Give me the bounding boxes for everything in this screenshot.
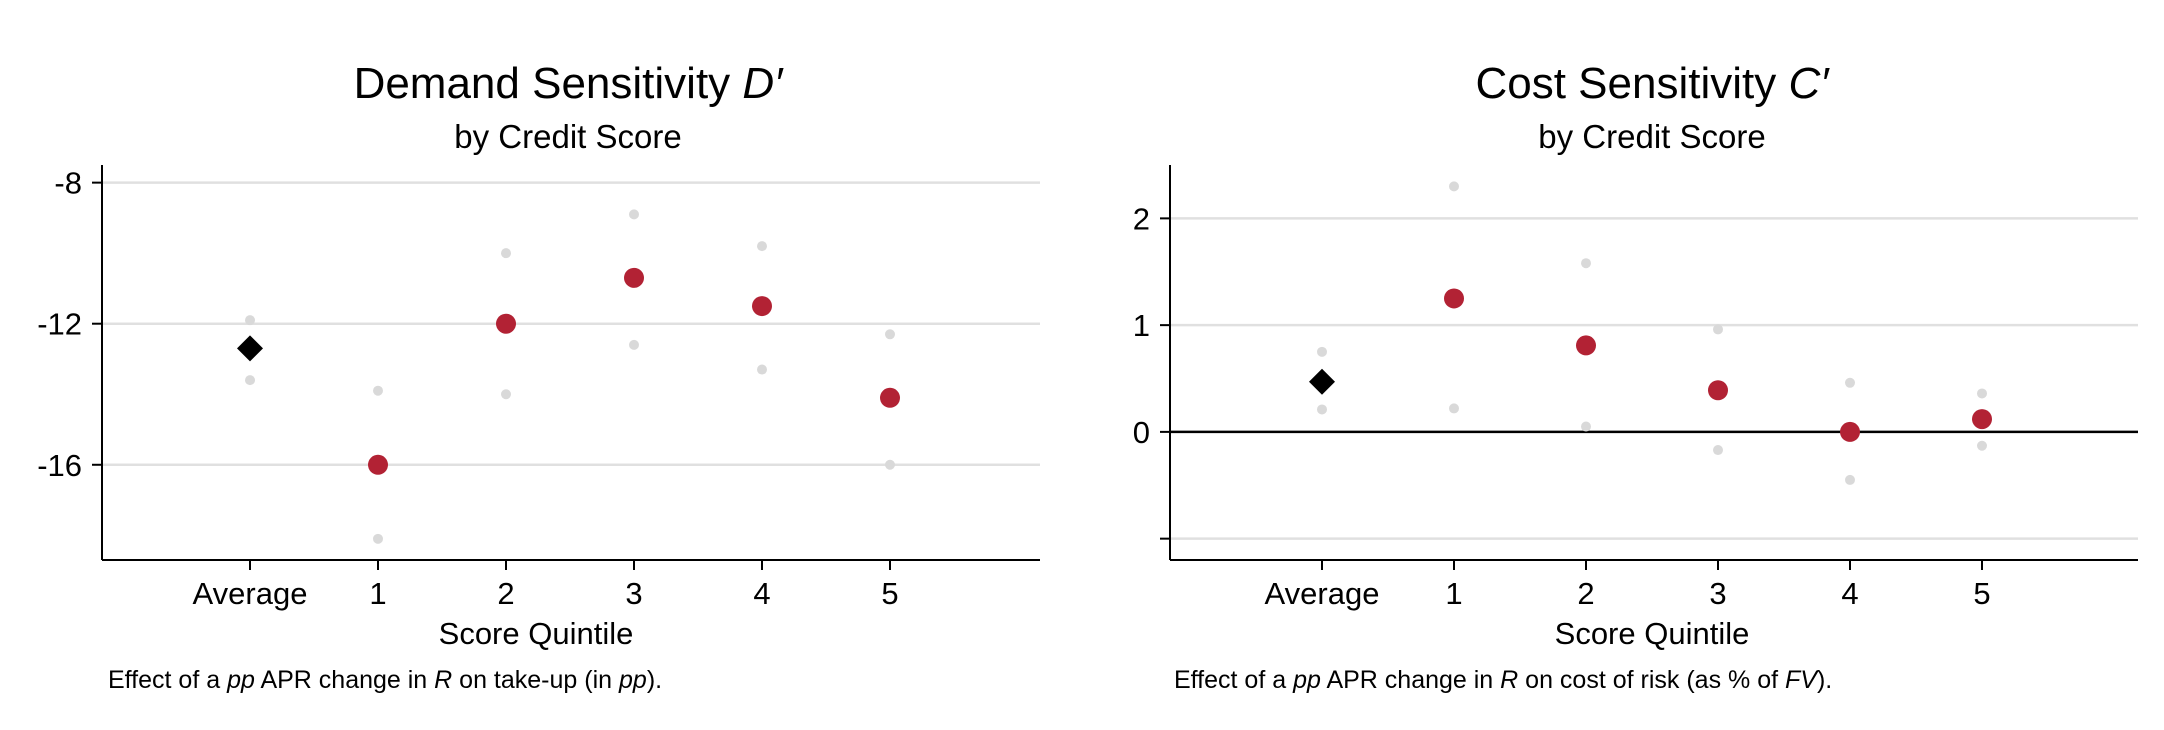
ci-upper-point xyxy=(1977,388,1987,399)
x-axis-label: Score Quintile xyxy=(1555,616,1750,651)
quintile-estimate-marker xyxy=(1444,288,1464,309)
ci-upper-point xyxy=(245,315,255,326)
chart-title-text: Demand Sensitivity xyxy=(354,59,731,108)
quintile-estimate-marker xyxy=(1576,335,1596,356)
chart-title-symbol: C′ xyxy=(1788,59,1830,108)
quintile-estimate-marker xyxy=(368,454,388,475)
ci-upper-point xyxy=(1845,377,1855,388)
y-tick-label: -16 xyxy=(37,448,82,483)
ci-lower-point xyxy=(629,339,639,350)
x-ticks: Average 1 2 3 4 5 xyxy=(1265,560,1991,611)
quintile-estimate-marker xyxy=(1840,421,1860,442)
y-tick-label: 0 xyxy=(1133,415,1150,450)
chart-subtitle: by Credit Score xyxy=(454,118,681,155)
ci-lower-point xyxy=(1713,445,1723,456)
x-tick-label: Average xyxy=(193,576,308,611)
ci-lower-point xyxy=(1317,404,1327,415)
x-tick-label: 4 xyxy=(753,576,770,611)
ci-upper-point xyxy=(757,241,767,252)
ci-lower-point xyxy=(1977,440,1987,451)
x-tick-label: 5 xyxy=(1973,576,1990,611)
x-tick-label: 1 xyxy=(1445,576,1462,611)
quintile-estimate-marker xyxy=(1972,409,1992,430)
ci-upper-point xyxy=(1317,346,1327,357)
x-tick-label: 4 xyxy=(1841,576,1858,611)
x-ticks: Average 1 2 3 4 5 xyxy=(193,560,899,611)
ci-upper-point xyxy=(501,248,511,259)
ci-upper-point xyxy=(1449,181,1459,192)
grid-lines xyxy=(1170,217,2138,540)
chart-title: Demand Sensitivity D′ xyxy=(354,59,785,108)
chart-note: Effect of a pp APR change in R on take-u… xyxy=(108,666,662,694)
chart-title: Cost Sensitivity C′ xyxy=(1475,59,1830,108)
y-ticks: 2 1 0 xyxy=(1133,201,1170,540)
y-ticks: -8 -12 -16 xyxy=(37,166,102,483)
quintile-estimate-marker xyxy=(496,313,516,334)
ci-lower-point xyxy=(245,375,255,386)
ci-lower-point xyxy=(373,533,383,544)
quintile-estimate-marker xyxy=(752,296,772,317)
estimate-markers xyxy=(1309,288,1992,442)
ci-upper-point xyxy=(629,209,639,220)
x-axis-label: Score Quintile xyxy=(439,616,634,651)
y-tick-label: 1 xyxy=(1133,308,1150,343)
ci-lower-point xyxy=(1581,421,1591,432)
estimate-markers xyxy=(237,267,900,475)
grid-lines xyxy=(102,181,1040,467)
ci-upper-point xyxy=(885,329,895,340)
y-tick-label: -12 xyxy=(37,307,82,342)
x-tick-label: 3 xyxy=(625,576,642,611)
demand-panel: Demand Sensitivity D′ by Credit Score -8… xyxy=(37,59,1040,694)
ci-upper-point xyxy=(1713,324,1723,335)
quintile-estimate-marker xyxy=(1708,380,1728,401)
ci-upper-point xyxy=(1581,258,1591,269)
y-tick-label: -8 xyxy=(54,166,82,201)
ci-lower-point xyxy=(501,389,511,400)
x-tick-label: 2 xyxy=(497,576,514,611)
y-tick-label: 2 xyxy=(1133,201,1150,236)
ci-lower-point xyxy=(757,364,767,375)
ci-upper-point xyxy=(373,385,383,396)
quintile-estimate-marker xyxy=(624,267,644,288)
average-estimate-marker xyxy=(1309,368,1335,395)
ci-lower-point xyxy=(1449,403,1459,414)
ci-lower-point xyxy=(1845,474,1855,485)
chart-title-text: Cost Sensitivity xyxy=(1475,59,1776,108)
cost-panel: Cost Sensitivity C′ by Credit Score 210 … xyxy=(1133,59,2138,694)
chart-title-symbol: D′ xyxy=(742,59,784,108)
x-tick-label: 5 xyxy=(881,576,898,611)
x-tick-label: 3 xyxy=(1709,576,1726,611)
ci-markers xyxy=(245,209,895,544)
ci-markers xyxy=(1317,181,1987,485)
ci-lower-point xyxy=(885,459,895,470)
x-tick-label: 1 xyxy=(369,576,386,611)
quintile-estimate-marker xyxy=(880,387,900,408)
x-tick-label: Average xyxy=(1265,576,1380,611)
average-estimate-marker xyxy=(237,335,263,362)
chart-subtitle: by Credit Score xyxy=(1538,118,1765,155)
x-tick-label: 2 xyxy=(1577,576,1594,611)
chart-note: Effect of a pp APR change in R on cost o… xyxy=(1174,666,1832,694)
